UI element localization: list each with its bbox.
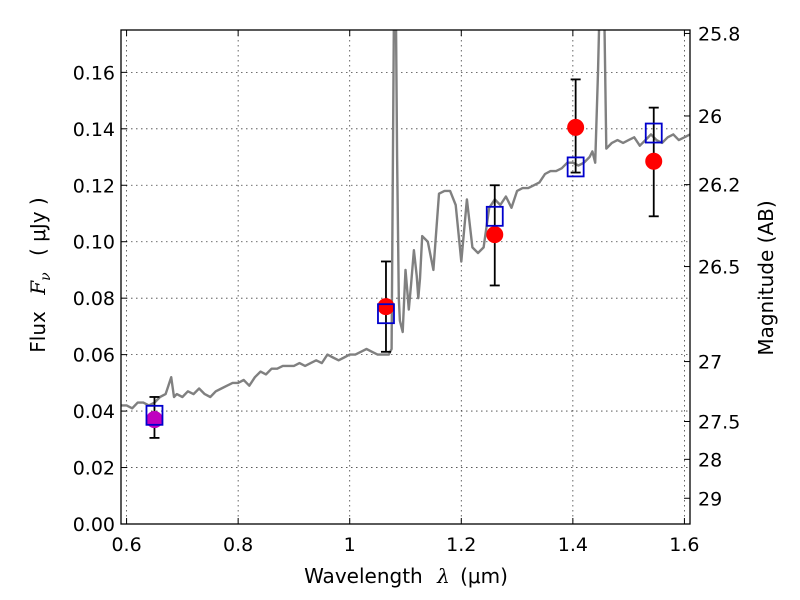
x-tick-label: 0.8: [223, 534, 253, 556]
y2-tick-label: 29: [698, 488, 722, 510]
y2-tick-label: 26: [698, 106, 722, 128]
y-tick-label: 0.12: [73, 175, 115, 197]
x-tick-label: 0.6: [111, 534, 141, 556]
y2-tick-label: 25.8: [698, 23, 740, 45]
model-point: [566, 156, 585, 178]
data-point: [486, 226, 504, 244]
series-layer: [121, 30, 690, 439]
y-tick-label: 0.04: [73, 401, 115, 423]
data-point: [377, 298, 395, 316]
y2-tick-label: 26.2: [698, 175, 740, 197]
model-point: [644, 122, 663, 144]
x-tick-label: 1.4: [558, 534, 588, 556]
y2-tick-label: 27.5: [698, 412, 740, 434]
y2-tick-label: 28: [698, 449, 722, 471]
data-point: [645, 152, 663, 170]
x-tick-label: 1.2: [446, 534, 476, 556]
y-tick-label: 0.02: [73, 458, 115, 480]
y-tick-label: 0.10: [73, 232, 115, 254]
y2-axis-title: Magnitude (AB): [754, 200, 778, 355]
model-point: [485, 205, 504, 227]
y-tick-label: 0.00: [73, 514, 115, 536]
y-tick-label: 0.08: [73, 288, 115, 310]
model-point: [377, 303, 395, 325]
spectrum-line: [121, 30, 690, 410]
x-tick-label: 1: [344, 534, 356, 556]
y-tick-label: 0.16: [73, 62, 115, 84]
y2-tick-label: 27: [698, 352, 722, 374]
model-point: [145, 404, 164, 426]
y2-tick-label: 26.5: [698, 257, 740, 279]
y-axis-title: Flux Fν ( μJy ): [26, 197, 55, 352]
x-axis-title: Wavelength λ (μm): [304, 564, 508, 588]
axes-layer: 0.6 0.8 1 1.2 1.4 1.6 0.00 0.02 0.04 0.06 0.08 0.10…: [73, 23, 741, 556]
data-point: [567, 118, 585, 136]
y-tick-label: 0.06: [73, 345, 115, 367]
plot-frame: [120, 29, 691, 525]
x-tick-label: 1.6: [669, 534, 699, 556]
y-tick-label: 0.14: [73, 119, 115, 141]
